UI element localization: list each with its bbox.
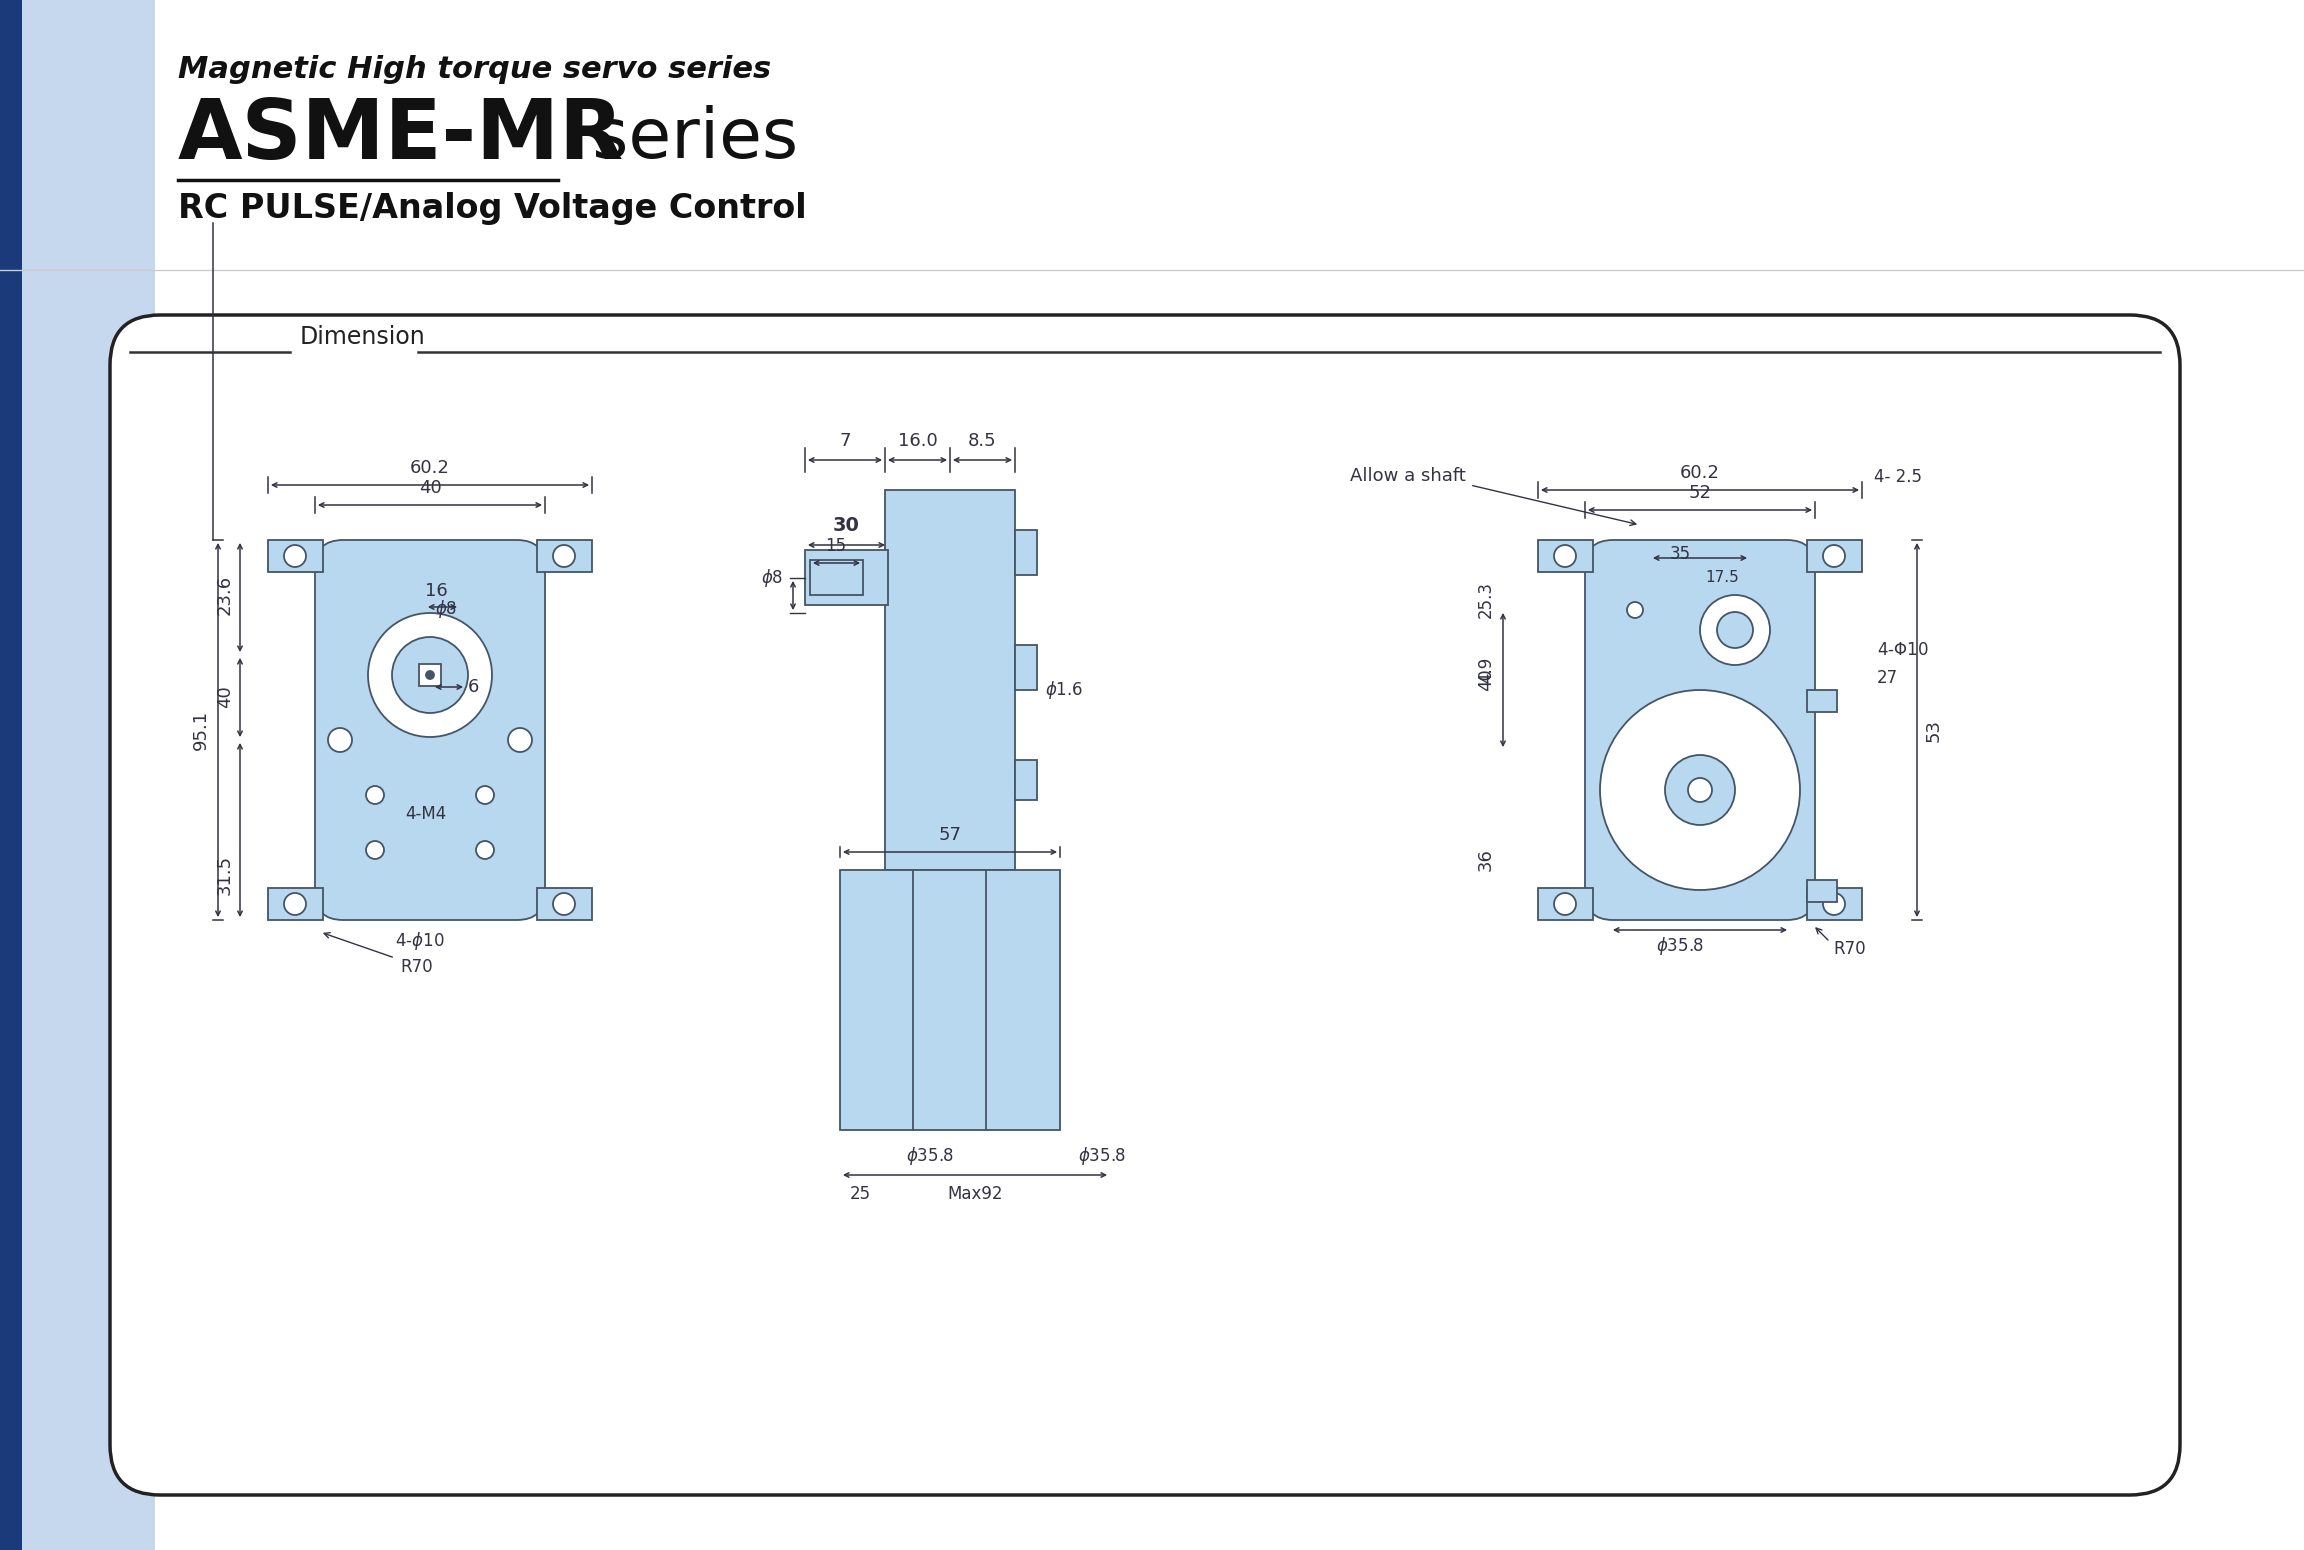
Bar — [267, 888, 323, 921]
Text: 4-$\phi$10: 4-$\phi$10 — [394, 930, 445, 952]
Text: $\phi$35.8: $\phi$35.8 — [905, 1145, 954, 1167]
Bar — [537, 888, 592, 921]
Bar — [885, 490, 1016, 870]
Text: 31.5: 31.5 — [217, 856, 235, 894]
Circle shape — [327, 728, 353, 752]
FancyBboxPatch shape — [111, 315, 2180, 1496]
Circle shape — [366, 786, 385, 804]
Bar — [0, 0, 154, 1550]
Text: Magnetic High torque servo series: Magnetic High torque servo series — [177, 54, 772, 84]
FancyBboxPatch shape — [1585, 539, 1816, 921]
Text: R70: R70 — [1834, 939, 1866, 958]
Text: 17.5: 17.5 — [1705, 570, 1740, 584]
Text: 4- 2.5: 4- 2.5 — [1873, 468, 1922, 487]
Text: $\phi$8: $\phi$8 — [760, 567, 783, 589]
Bar — [1016, 530, 1037, 575]
Text: 57: 57 — [938, 826, 961, 845]
Text: 60.2: 60.2 — [1680, 463, 1721, 482]
Text: 23.6: 23.6 — [217, 575, 235, 615]
Text: 52: 52 — [1689, 484, 1712, 502]
Text: 4-M4: 4-M4 — [406, 804, 447, 823]
Text: 40: 40 — [1477, 668, 1495, 691]
Text: 16.0: 16.0 — [899, 432, 938, 450]
Text: Max92: Max92 — [947, 1186, 1002, 1203]
Bar — [841, 870, 1060, 1130]
Text: Allow a shaft: Allow a shaft — [1350, 467, 1465, 485]
Circle shape — [553, 546, 576, 567]
Bar — [811, 560, 864, 595]
Text: 7: 7 — [839, 432, 850, 450]
Text: 25.3: 25.3 — [1477, 581, 1495, 618]
Text: series: series — [548, 105, 797, 172]
Circle shape — [1689, 778, 1712, 801]
Bar — [1016, 645, 1037, 690]
Circle shape — [426, 671, 433, 679]
Circle shape — [1716, 612, 1753, 648]
FancyBboxPatch shape — [316, 539, 546, 921]
Bar — [0, 0, 23, 1550]
Text: $\phi$1.6: $\phi$1.6 — [1046, 679, 1083, 701]
Text: $\phi$35.8: $\phi$35.8 — [1657, 935, 1705, 956]
Text: 36: 36 — [1477, 848, 1495, 871]
Bar — [1806, 880, 1836, 902]
Text: 15: 15 — [825, 536, 846, 555]
Circle shape — [1599, 690, 1799, 890]
Circle shape — [553, 893, 576, 914]
Bar — [1806, 690, 1836, 711]
Circle shape — [1553, 546, 1576, 567]
Bar — [1806, 539, 1862, 572]
Text: 40: 40 — [419, 479, 442, 498]
Text: 4-$\Phi$10: 4-$\Phi$10 — [1878, 642, 1928, 659]
Circle shape — [366, 842, 385, 859]
Bar — [537, 539, 592, 572]
Bar — [1016, 760, 1037, 800]
Bar — [1539, 888, 1592, 921]
Circle shape — [1627, 601, 1643, 618]
Text: 95.1: 95.1 — [191, 710, 210, 750]
Text: 40: 40 — [217, 685, 235, 708]
Text: 6: 6 — [468, 677, 479, 696]
Text: 30: 30 — [832, 516, 859, 535]
Circle shape — [283, 546, 306, 567]
Text: $\phi$8: $\phi$8 — [435, 598, 456, 620]
Circle shape — [507, 728, 532, 752]
Text: 35: 35 — [1670, 546, 1691, 563]
Circle shape — [1700, 595, 1769, 665]
Text: 60.2: 60.2 — [410, 459, 449, 477]
Text: 16: 16 — [424, 581, 447, 600]
Circle shape — [369, 612, 493, 736]
Circle shape — [283, 893, 306, 914]
Text: 53: 53 — [1926, 719, 1942, 741]
Text: $\phi$35.8: $\phi$35.8 — [1078, 1145, 1127, 1167]
Text: 25: 25 — [850, 1186, 871, 1203]
Bar — [1806, 888, 1862, 921]
Bar — [804, 550, 887, 604]
Circle shape — [1822, 893, 1846, 914]
Text: R70: R70 — [401, 958, 433, 976]
Circle shape — [1553, 893, 1576, 914]
Text: 27: 27 — [1878, 670, 1898, 687]
Circle shape — [1822, 546, 1846, 567]
Circle shape — [1666, 755, 1735, 825]
Text: RC PULSE/Analog Voltage Control: RC PULSE/Analog Voltage Control — [177, 192, 806, 225]
Bar — [419, 663, 440, 687]
Text: 4.9: 4.9 — [1477, 657, 1495, 684]
Circle shape — [477, 786, 493, 804]
Bar — [267, 539, 323, 572]
Text: ASME-MR: ASME-MR — [177, 95, 624, 177]
Text: Dimension: Dimension — [300, 326, 426, 349]
Text: 8.5: 8.5 — [968, 432, 998, 450]
Bar — [1539, 539, 1592, 572]
Circle shape — [477, 842, 493, 859]
Circle shape — [392, 637, 468, 713]
